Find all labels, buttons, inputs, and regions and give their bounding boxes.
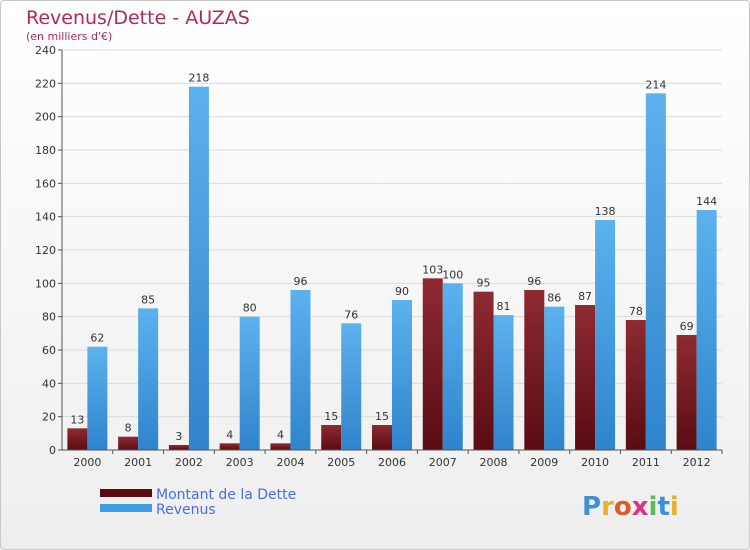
value-label-dette-2002: 3	[175, 430, 182, 443]
value-label-dette-2006: 15	[375, 410, 389, 423]
legend-label-dette: Montant de la Dette	[156, 487, 296, 503]
value-label-dette-2003: 4	[226, 428, 233, 441]
y-tick-label-0: 0	[49, 444, 56, 457]
value-label-revenus-2006: 90	[395, 285, 409, 298]
x-tick-label-2005: 2005	[327, 456, 355, 469]
chart-subtitle: (en milliers d'€)	[26, 30, 112, 43]
y-tick-label-240: 240	[35, 44, 56, 57]
value-label-revenus-2000: 62	[90, 332, 104, 345]
value-label-dette-2007: 103	[422, 263, 443, 276]
x-tick-label-2002: 2002	[175, 456, 203, 469]
value-label-dette-2001: 8	[125, 422, 132, 435]
bar-dette-2001	[118, 436, 139, 450]
bar-dette-2002	[168, 445, 189, 450]
value-label-dette-2009: 96	[527, 275, 541, 288]
value-label-dette-2011: 78	[629, 305, 643, 318]
bar-dette-2009	[524, 290, 545, 450]
y-tick-label-60: 60	[42, 344, 56, 357]
x-tick-label-2009: 2009	[530, 456, 558, 469]
bar-dette-2007	[422, 278, 443, 450]
value-label-dette-2005: 15	[324, 410, 338, 423]
value-label-revenus-2010: 138	[595, 205, 616, 218]
y-tick-label-120: 120	[35, 244, 56, 257]
value-label-revenus-2011: 214	[645, 78, 666, 91]
bar-dette-2008	[473, 291, 494, 450]
y-tick-label-200: 200	[35, 111, 56, 124]
x-tick-label-2011: 2011	[632, 456, 660, 469]
bar-dette-2011	[625, 320, 646, 450]
x-tick-label-2003: 2003	[226, 456, 254, 469]
bar-revenus-2002	[188, 86, 209, 451]
bar-revenus-2007	[442, 283, 463, 450]
axes: 0 20 40 60 80 100 120 140 160 180 200 220 240 2000 200…	[35, 44, 723, 469]
bar-dette-2006	[372, 425, 392, 450]
bars: 13 62 8 85 3 218 4 80 4 96 15 76 15 90 103 100 95 81 96 86 8…	[67, 72, 717, 451]
bar-revenus-2005	[341, 323, 362, 450]
value-label-revenus-2007: 100	[442, 268, 463, 281]
value-label-revenus-2008: 81	[497, 300, 511, 313]
y-tick-label-20: 20	[42, 411, 56, 424]
value-label-revenus-2003: 80	[243, 302, 257, 315]
bar-revenus-2011	[645, 93, 666, 450]
logo-letter-t: t	[657, 492, 669, 522]
y-tick-label-160: 160	[35, 177, 56, 190]
legend-label-revenus: Revenus	[156, 502, 216, 518]
logo-letter-i: i	[649, 492, 658, 522]
legend-swatch-dette	[100, 489, 152, 497]
proxiti-logo: Proxiti	[582, 492, 679, 522]
value-label-revenus-2001: 85	[141, 293, 155, 306]
bar-revenus-2000	[87, 346, 108, 450]
value-label-revenus-2009: 86	[547, 292, 561, 305]
x-tick-label-2006: 2006	[378, 456, 406, 469]
bar-dette-2010	[575, 305, 596, 450]
y-tick-label-220: 220	[35, 77, 56, 90]
bar-revenus-2010	[595, 220, 616, 450]
value-label-dette-2004: 4	[277, 428, 284, 441]
logo-letter-o: o	[614, 492, 632, 522]
bar-revenus-2001	[138, 308, 159, 450]
value-label-dette-2012: 69	[680, 320, 694, 333]
bar-revenus-2004	[290, 290, 311, 450]
chart-title: Revenus/Dette - AUZAS	[26, 7, 250, 29]
value-label-dette-2008: 95	[477, 277, 491, 290]
bar-revenus-2008	[493, 315, 514, 450]
x-tick-label-2001: 2001	[124, 456, 152, 469]
x-tick-label-2010: 2010	[581, 456, 609, 469]
legend: Montant de la Dette Revenus	[100, 487, 296, 518]
logo-letter-p: P	[582, 492, 601, 522]
logo-letter-x: x	[632, 492, 649, 522]
y-tick-label-80: 80	[42, 311, 56, 324]
bar-revenus-2006	[392, 300, 412, 450]
bar-dette-2004	[270, 443, 291, 450]
logo-letter-r: r	[601, 492, 614, 522]
bar-dette-2000	[67, 428, 88, 450]
y-tick-label-180: 180	[35, 144, 56, 157]
bar-dette-2005	[321, 425, 342, 450]
logo-letter-i2: i	[670, 492, 679, 522]
x-tick-label-2004: 2004	[276, 456, 304, 469]
value-label-revenus-2005: 76	[344, 308, 358, 321]
value-label-revenus-2004: 96	[293, 275, 307, 288]
x-tick-label-2012: 2012	[683, 456, 711, 469]
y-tick-label-140: 140	[35, 211, 56, 224]
bar-dette-2012	[676, 335, 697, 450]
bar-revenus-2003	[239, 316, 260, 450]
bar-revenus-2009	[544, 306, 565, 450]
x-tick-label-2000: 2000	[73, 456, 101, 469]
y-tick-label-100: 100	[35, 277, 56, 290]
legend-swatch-revenus	[100, 504, 152, 512]
bar-dette-2003	[219, 443, 240, 450]
x-tick-label-2008: 2008	[480, 456, 508, 469]
value-label-dette-2000: 13	[70, 413, 84, 426]
value-label-revenus-2002: 218	[188, 72, 209, 85]
value-label-dette-2010: 87	[578, 290, 592, 303]
value-label-revenus-2012: 144	[696, 195, 717, 208]
bar-revenus-2012	[696, 210, 717, 450]
x-tick-label-2007: 2007	[429, 456, 457, 469]
y-tick-label-40: 40	[42, 377, 56, 390]
